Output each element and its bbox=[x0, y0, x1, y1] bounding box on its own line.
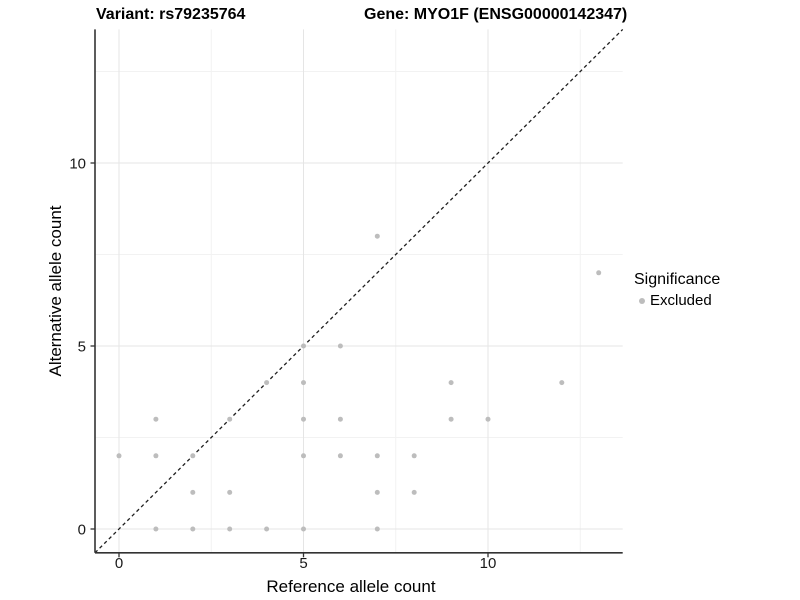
data-point bbox=[301, 343, 306, 349]
data-point bbox=[596, 270, 602, 276]
data-point bbox=[301, 380, 306, 386]
data-point bbox=[153, 453, 159, 459]
x-tick-label: 10 bbox=[480, 555, 497, 572]
data-point bbox=[337, 453, 343, 459]
data-point bbox=[411, 453, 417, 459]
legend-item-excluded: Excluded bbox=[634, 292, 720, 309]
data-point bbox=[116, 453, 122, 459]
data-point bbox=[301, 416, 306, 422]
data-point bbox=[374, 489, 380, 495]
legend-item-label: Excluded bbox=[650, 292, 712, 309]
y-tick-label: 10 bbox=[69, 155, 86, 172]
data-point bbox=[227, 489, 233, 495]
legend-title: Significance bbox=[634, 271, 721, 288]
y-axis-title: Alternative allele count bbox=[46, 205, 65, 377]
data-point bbox=[190, 489, 196, 495]
legend: Significance Excluded bbox=[634, 271, 720, 309]
y-tick-label: 0 bbox=[78, 521, 86, 538]
x-axis-title: Reference allele count bbox=[266, 577, 436, 596]
data-point bbox=[448, 380, 454, 386]
data-point bbox=[153, 526, 159, 532]
data-point bbox=[190, 453, 196, 459]
gene-title: Gene: MYO1F (ENSG00000142347) bbox=[364, 6, 628, 23]
x-tick-label: 5 bbox=[299, 555, 307, 572]
data-point bbox=[374, 233, 380, 239]
data-point bbox=[264, 380, 270, 386]
y-tick-label: 5 bbox=[78, 338, 86, 355]
data-point bbox=[153, 416, 159, 422]
data-point bbox=[264, 526, 270, 532]
data-point bbox=[374, 453, 380, 459]
identity-line bbox=[94, 28, 624, 554]
data-point bbox=[411, 489, 417, 495]
data-point bbox=[448, 416, 454, 422]
data-point bbox=[337, 343, 343, 349]
data-point bbox=[485, 416, 491, 422]
data-point bbox=[190, 526, 196, 532]
x-tick-label: 0 bbox=[115, 555, 123, 572]
data-point bbox=[227, 526, 233, 532]
variant-title: Variant: rs79235764 bbox=[96, 6, 246, 23]
data-point bbox=[374, 526, 380, 532]
data-point bbox=[559, 380, 565, 386]
data-point bbox=[337, 416, 343, 422]
data-point bbox=[301, 526, 306, 532]
legend-point-icon bbox=[639, 297, 645, 304]
data-point bbox=[227, 416, 233, 422]
data-point bbox=[301, 453, 306, 459]
